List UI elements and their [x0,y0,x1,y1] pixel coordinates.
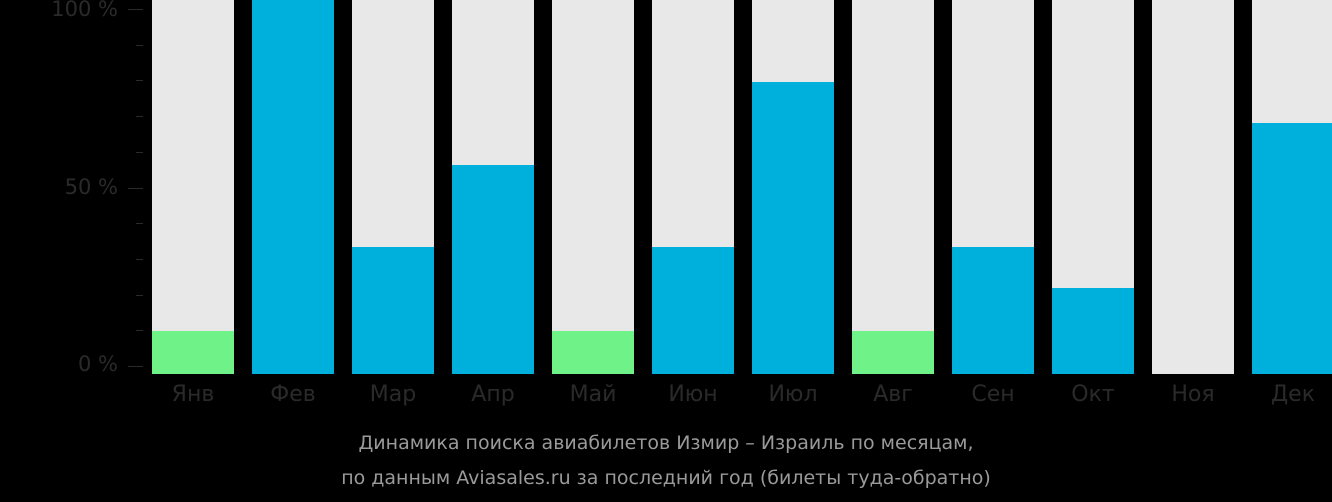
y-label-100: 100 % [51,0,118,21]
bar-fill [152,331,234,374]
bar-1 [252,0,334,374]
x-label: Июл [768,382,818,407]
y-tick [136,223,143,224]
y-tick [136,259,143,260]
x-label: Май [569,382,617,407]
x-label: Апр [471,382,515,407]
x-label: Июн [668,382,718,407]
x-label: Мар [369,382,417,407]
bar-5 [652,0,734,374]
bar-0 [152,0,234,374]
y-tick [128,9,143,10]
bar-fill [1052,287,1134,374]
x-label: Фев [270,382,316,407]
y-label-50: 50 % [64,175,118,199]
y-tick [136,295,143,296]
bar-9 [1052,0,1134,374]
y-tick [136,80,143,81]
bar-fill [752,82,834,374]
y-tick [136,45,143,46]
bar-fill [952,246,1034,374]
x-label: Ноя [1171,382,1215,407]
x-label: Янв [171,382,215,407]
bar-8 [952,0,1034,374]
bar-4 [552,0,634,374]
bar-fill [652,246,734,374]
x-label: Авг [873,382,913,407]
y-tick [136,152,143,153]
bar-fill [352,246,434,374]
bar-3 [452,0,534,374]
x-label: Дек [1270,382,1315,407]
y-tick [128,366,143,367]
bar-2 [352,0,434,374]
chart-caption-line2: по данным Aviasales.ru за последний год … [341,467,991,489]
bar-7 [852,0,934,374]
x-label: Сен [971,382,1015,407]
bar-10 [1152,0,1234,374]
y-label-0: 0 % [78,352,118,376]
y-tick [136,330,143,331]
y-tick [136,116,143,117]
bar-fill [1252,123,1332,374]
y-tick [128,188,143,189]
bar-fill [252,0,334,374]
bar-fill [452,164,534,374]
bar-fill [852,331,934,374]
chart-caption-line1: Динамика поиска авиабилетов Измир – Изра… [358,432,974,454]
bar-11 [1252,0,1332,374]
bar-fill [552,331,634,374]
bar-6 [752,0,834,374]
x-label: Окт [1071,382,1115,407]
